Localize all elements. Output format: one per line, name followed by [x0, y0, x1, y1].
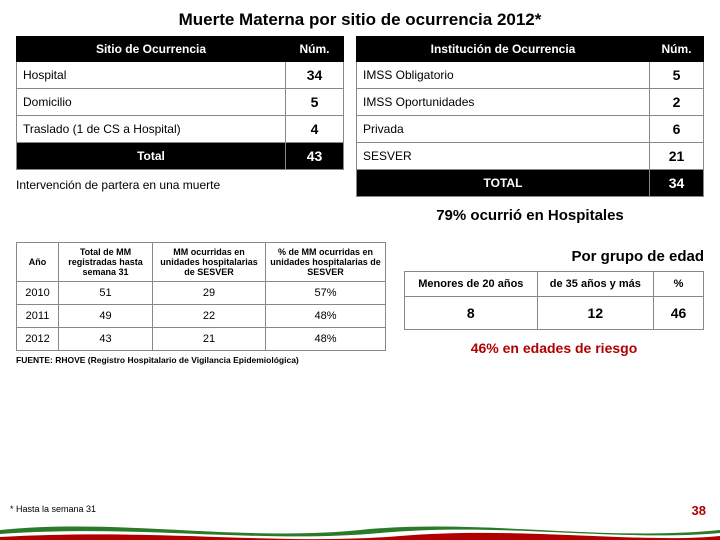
- t4-cell: 12: [537, 297, 653, 330]
- t3-cell: 21: [153, 328, 266, 351]
- source-note: FUENTE: RHOVE (Registro Hospitalario de …: [16, 355, 386, 365]
- age-group-title: Por grupo de edad: [404, 248, 704, 265]
- t3-h3: % de MM ocurridas en unidades hospitalar…: [265, 243, 385, 282]
- t3-cell: 48%: [265, 328, 385, 351]
- page-number: 38: [692, 503, 706, 518]
- t3-cell: 48%: [265, 305, 385, 328]
- table-row: Domicilio5: [17, 89, 344, 116]
- t2-cell: IMSS Obligatorio: [357, 62, 650, 89]
- t4-cell: 46: [654, 297, 704, 330]
- table-row: 2012432148%: [17, 328, 386, 351]
- risk-age-text: 46% en edades de riesgo: [404, 340, 704, 356]
- t2-cell: 6: [650, 116, 704, 143]
- t3-cell: 29: [153, 282, 266, 305]
- t2-total-label: TOTAL: [357, 170, 650, 197]
- t4-h0: Menores de 20 años: [405, 272, 538, 297]
- table-row: Traslado (1 de CS a Hospital)4: [17, 116, 344, 143]
- t4-cell: 8: [405, 297, 538, 330]
- table-row: Hospital34: [17, 62, 344, 89]
- t1-header-sitio: Sitio de Ocurrencia: [17, 37, 286, 62]
- t3-h0: Año: [17, 243, 59, 282]
- t3-cell: 2010: [17, 282, 59, 305]
- table-age-group: Menores de 20 años de 35 años y más % 8 …: [404, 271, 704, 330]
- table-institucion: Institución de Ocurrencia Núm. IMSS Obli…: [356, 36, 704, 197]
- t2-cell: 2: [650, 89, 704, 116]
- t3-cell: 49: [59, 305, 153, 328]
- t1-total-label: Total: [17, 143, 286, 170]
- t2-cell: SESVER: [357, 143, 650, 170]
- table-row: 2011492248%: [17, 305, 386, 328]
- t2-header-num: Núm.: [650, 37, 704, 62]
- t1-total-val: 43: [286, 143, 344, 170]
- table-sitio: Sitio de Ocurrencia Núm. Hospital34 Domi…: [16, 36, 344, 170]
- t4-h1: de 35 años y más: [537, 272, 653, 297]
- page-title: Muerte Materna por sitio de ocurrencia 2…: [0, 0, 720, 36]
- table-row: SESVER21: [357, 143, 704, 170]
- t1-cell: 34: [286, 62, 344, 89]
- t2-cell: 21: [650, 143, 704, 170]
- table-mm-years: Año Total de MM registradas hasta semana…: [16, 242, 386, 351]
- hospital-percent-text: 79% ocurrió en Hospitales: [356, 207, 704, 224]
- footer-wave-icon: [0, 518, 720, 540]
- t1-header-num: Núm.: [286, 37, 344, 62]
- table-row: IMSS Obligatorio5: [357, 62, 704, 89]
- bottom-tables-row: Año Total de MM registradas hasta semana…: [0, 242, 720, 365]
- t1-cell: 4: [286, 116, 344, 143]
- intervention-note: Intervención de partera en una muerte: [16, 178, 344, 192]
- table-row: Privada6: [357, 116, 704, 143]
- footnote: * Hasta la semana 31: [10, 504, 96, 514]
- t1-cell: Domicilio: [17, 89, 286, 116]
- t3-cell: 43: [59, 328, 153, 351]
- t1-cell: 5: [286, 89, 344, 116]
- t1-total-row: Total43: [17, 143, 344, 170]
- t3-cell: 2012: [17, 328, 59, 351]
- table-row: 2010512957%: [17, 282, 386, 305]
- t2-header-inst: Institución de Ocurrencia: [357, 37, 650, 62]
- t2-total-val: 34: [650, 170, 704, 197]
- t1-cell: Traslado (1 de CS a Hospital): [17, 116, 286, 143]
- t1-cell: Hospital: [17, 62, 286, 89]
- table-row: 8 12 46: [405, 297, 704, 330]
- t3-cell: 22: [153, 305, 266, 328]
- t2-cell: IMSS Oportunidades: [357, 89, 650, 116]
- t4-h2: %: [654, 272, 704, 297]
- t2-cell: Privada: [357, 116, 650, 143]
- t3-cell: 57%: [265, 282, 385, 305]
- top-tables-row: Sitio de Ocurrencia Núm. Hospital34 Domi…: [0, 36, 720, 238]
- t2-total-row: TOTAL34: [357, 170, 704, 197]
- t2-cell: 5: [650, 62, 704, 89]
- t3-h2: MM ocurridas en unidades hospitalarias d…: [153, 243, 266, 282]
- table-row: IMSS Oportunidades2: [357, 89, 704, 116]
- t3-cell: 51: [59, 282, 153, 305]
- t3-cell: 2011: [17, 305, 59, 328]
- t3-h1: Total de MM registradas hasta semana 31: [59, 243, 153, 282]
